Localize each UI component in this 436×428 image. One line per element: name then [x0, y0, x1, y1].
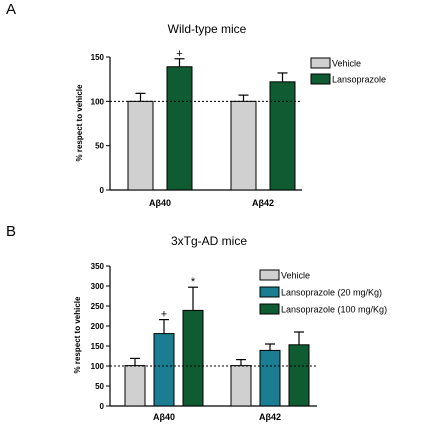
bar	[127, 100, 154, 191]
y-tick-label: 250	[91, 302, 105, 311]
bar	[288, 344, 310, 407]
bar	[182, 309, 204, 407]
bar	[230, 100, 257, 191]
y-axis-label: % respect to vehicle	[73, 296, 82, 373]
panel-b: B 3xTg-AD mice % respect to vehicle 0 50 100 1…	[6, 223, 387, 422]
x-tick-label: Aβ40	[149, 198, 171, 208]
y-tick-label: 100	[91, 362, 105, 371]
y-tick-label: 150	[91, 53, 105, 62]
panel-a: A Wild-type mice % respect to vehicle 0 50 10…	[6, 1, 386, 208]
legend: Vehicle Lansoprazole	[310, 57, 386, 85]
y-tick-label: 0	[100, 186, 105, 195]
legend-swatch	[310, 57, 331, 69]
legend-swatch	[259, 286, 280, 298]
y-tick-label: 50	[95, 142, 104, 151]
bar	[269, 81, 296, 191]
legend-swatch	[259, 269, 280, 281]
significance-mark: +	[161, 309, 167, 321]
bar	[124, 365, 146, 407]
significance-mark: *	[191, 276, 196, 288]
legend-swatch	[259, 303, 280, 315]
legend: Vehicle Lansoprazole (20 mg/Kg) Lansoprazo…	[259, 269, 387, 315]
significance-mark: +	[176, 48, 182, 60]
x-tick-label: Aβ40	[153, 412, 175, 422]
y-tick-label: 0	[100, 402, 105, 411]
y-tick-label: 50	[95, 382, 104, 391]
y-axis-label: % respect to vehicle	[75, 84, 84, 161]
y-tick-label: 100	[91, 97, 105, 106]
bar	[153, 333, 175, 407]
bar	[166, 66, 193, 191]
legend-label: Vehicle	[332, 59, 361, 69]
legend-label: Lansoprazole (100 mg/Kg)	[281, 305, 387, 315]
chart-title: Wild-type mice	[168, 22, 247, 36]
y-tick-label: 150	[91, 342, 105, 351]
x-tick-label: Aβ42	[259, 412, 281, 422]
panel-letter: B	[6, 223, 16, 240]
y-tick-label: 200	[91, 322, 105, 331]
bar	[259, 349, 281, 407]
y-tick-label: 350	[91, 262, 105, 271]
legend-label: Vehicle	[281, 271, 310, 281]
legend-label: Lansoprazole (20 mg/Kg)	[281, 288, 382, 298]
x-tick-label: Aβ42	[252, 198, 274, 208]
bar	[230, 365, 252, 407]
y-tick-label: 300	[91, 282, 105, 291]
legend-label: Lansoprazole	[332, 75, 386, 85]
legend-swatch	[310, 73, 331, 85]
chart-title: 3xTg-AD mice	[171, 234, 247, 248]
panel-letter: A	[6, 1, 16, 18]
